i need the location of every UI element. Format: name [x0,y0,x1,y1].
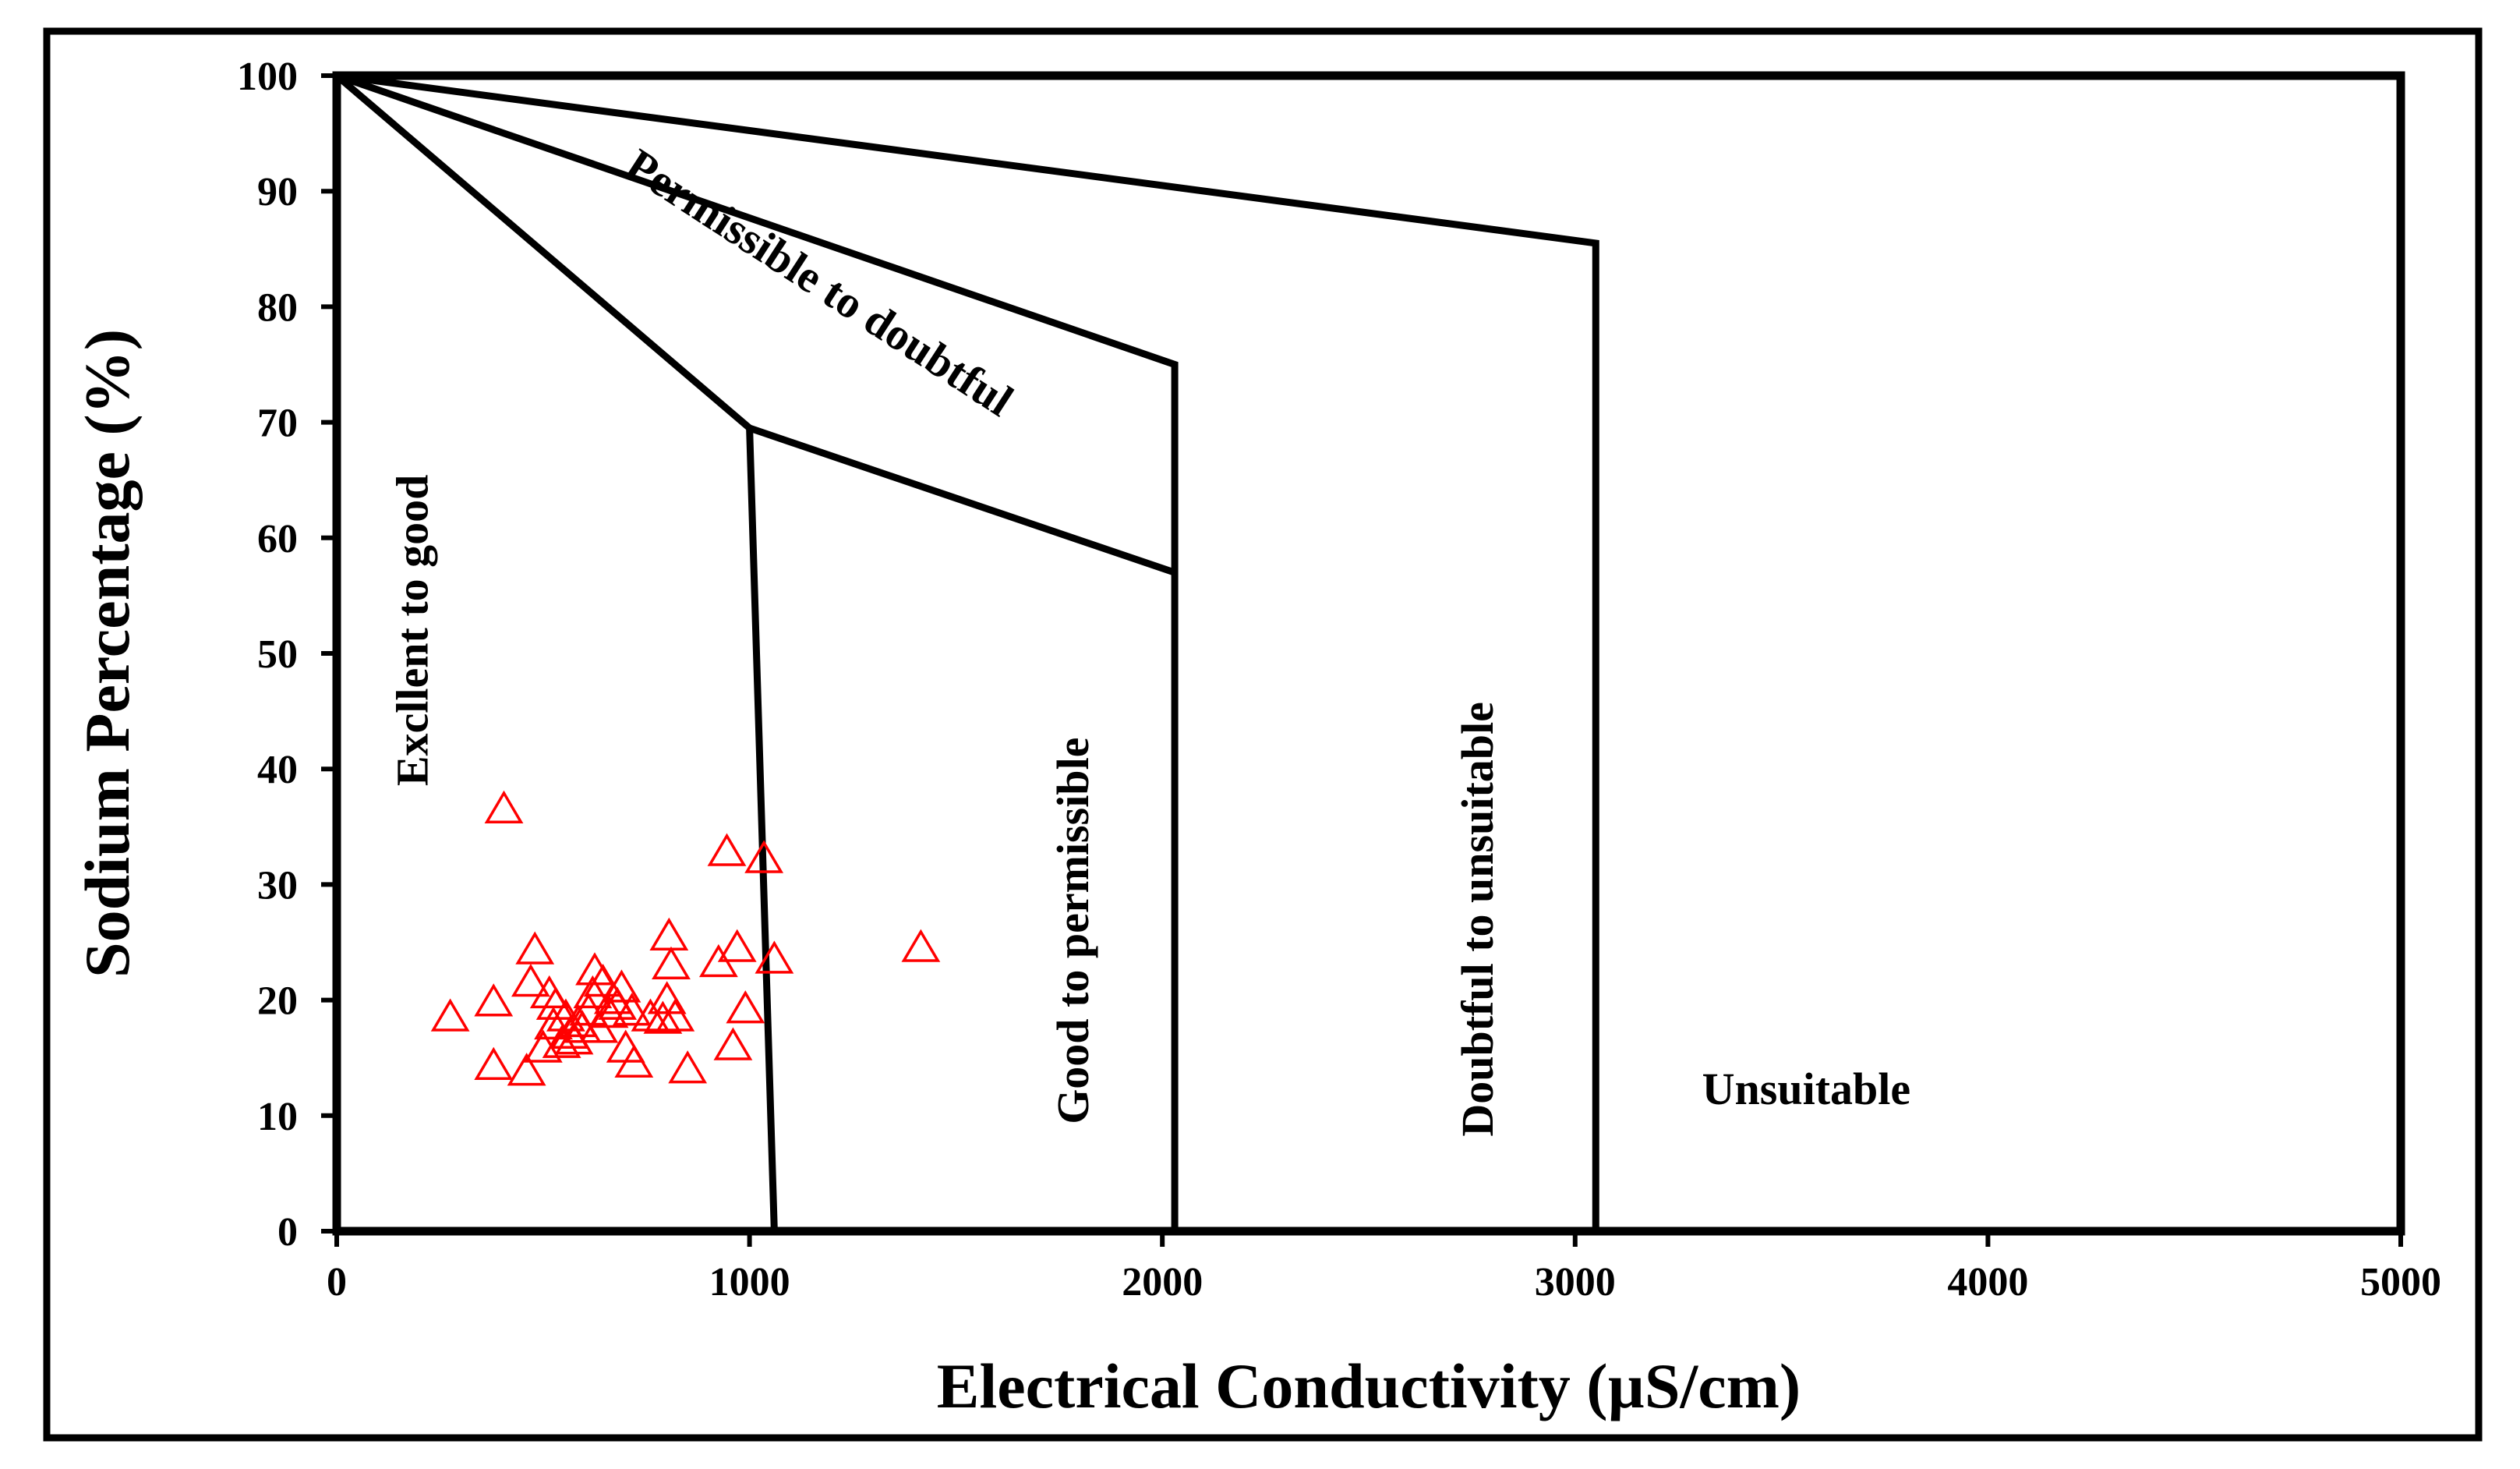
data-point-41 [744,840,784,873]
doubtful-unsuitable-boundary [336,72,1599,1231]
x-tick-label-2: 2000 [1122,1260,1203,1304]
x-tick-label-0: 0 [327,1260,347,1304]
x-tick-label-4: 4000 [1947,1260,2028,1304]
y-tick-label-6: 60 [257,517,298,561]
y-tick-label-2: 20 [257,979,298,1024]
data-point-1 [474,983,514,1017]
data-point-39 [717,929,757,962]
y-tick-label-0: 0 [277,1210,298,1255]
boundary-lines [334,72,1599,1232]
data-point-4 [507,1053,546,1086]
y-tick-label-9: 90 [257,170,298,214]
data-point-25 [602,969,641,1003]
data-point-30 [643,1000,683,1034]
y-tick-label-5: 50 [257,632,298,677]
data-point-21 [583,964,623,997]
data-point-18 [573,975,613,1009]
plot-area [332,71,2405,1236]
data-point-38 [713,1027,753,1060]
data-point-37 [707,833,747,866]
data-point-0 [430,998,470,1032]
x-tick-label-1: 1000 [709,1260,790,1304]
data-point-34 [656,998,695,1032]
region-label-3: Doubtful to unsuitable [1452,702,1503,1137]
permissible-doubtful-boundary [335,72,1179,1231]
y-tick-label-10: 100 [237,55,298,99]
data-point-28 [614,1044,654,1078]
y-tick-label-1: 10 [257,1095,298,1139]
region-label-4: Unsuitable [1702,1064,1911,1114]
x-tick-label-5: 5000 [2360,1260,2441,1304]
data-point-29 [631,998,670,1032]
region-label-1: Permissible to doubtful [617,139,1022,427]
y-tick-label-4: 40 [257,748,298,792]
data-point-35 [668,1050,708,1084]
y-tick-label-3: 30 [257,863,298,908]
data-point-3 [484,790,524,823]
y-tick-label-7: 70 [257,402,298,446]
region-label-2: Good to permissible [1048,738,1098,1124]
data-point-33 [652,946,691,980]
data-point-43 [901,929,941,962]
data-point-6 [515,931,555,965]
y-axis-title: Sodium Percentage (%) [72,329,143,978]
sample-points [430,790,941,1086]
data-point-2 [474,1046,514,1080]
data-point-9 [534,1006,573,1040]
data-point-32 [649,917,689,950]
data-point-42 [755,940,794,974]
data-point-40 [726,990,765,1024]
data-point-5 [511,964,550,997]
outer-frame [43,27,2483,1442]
x-tick-label-3: 3000 [1535,1260,1616,1304]
x-axis-title: Electrical Conductivity (µS/cm) [937,1350,1801,1421]
data-point-27 [612,993,652,1026]
y-tick-label-8: 80 [257,285,298,330]
region-label-0: Excllent to good [387,475,438,787]
axis-ticks: 0 1000 2000 3000 4000 5000 0 10 20 30 40 50 60 70 80 90… [237,55,2441,1304]
good-permissible-lower-boundary [748,424,1176,576]
